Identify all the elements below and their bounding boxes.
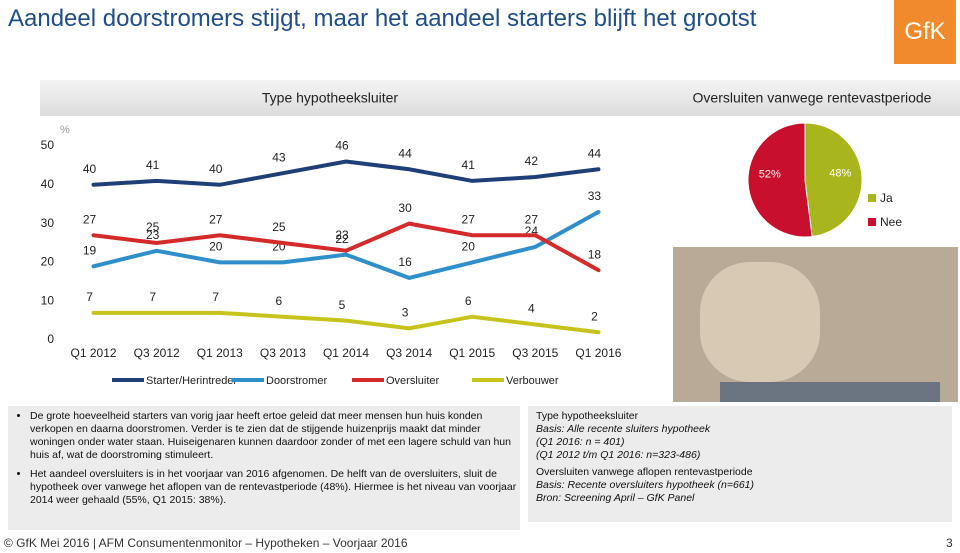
data-label: 4: [528, 302, 535, 316]
pie-slice: [747, 122, 813, 238]
y-tick-label: 20: [41, 255, 55, 269]
data-label: 48%: [829, 168, 851, 180]
bullet: De grote hoeveelheid starters van vorig …: [30, 410, 520, 462]
data-label: 30: [398, 201, 412, 215]
note: (Q1 2016: n = 401): [536, 436, 625, 448]
series-line: [91, 159, 601, 187]
data-label: 27: [462, 212, 476, 226]
data-label: 6: [276, 294, 283, 308]
data-label: 41: [146, 158, 160, 172]
y-tick-label: 10: [41, 293, 55, 307]
chart-title: Type hypotheeksluiter: [262, 90, 399, 106]
slide-title: Aandeel doorstromers stijgt, maar het aa…: [8, 5, 757, 32]
y-tick-label: 30: [41, 216, 55, 230]
note: Basis: Recente oversluiters hypotheek (n…: [536, 479, 754, 491]
x-tick-label: Q1 2012: [71, 346, 117, 360]
bullet: Het aandeel oversluiters is in het voorj…: [30, 468, 520, 507]
data-label: 23: [146, 228, 160, 242]
note: Type hypotheeksluiter: [536, 410, 639, 422]
data-label: 46: [335, 139, 349, 153]
legend-label: Nee: [880, 215, 902, 229]
x-tick-label: Q3 2012: [134, 346, 180, 360]
series-line: [91, 221, 601, 273]
data-label: 7: [149, 290, 156, 304]
legend-swatch: [868, 218, 876, 226]
x-tick-label: Q3 2015: [512, 346, 558, 360]
data-label: 52%: [759, 168, 781, 180]
data-label: 2: [591, 309, 598, 323]
data-label: 44: [588, 146, 602, 160]
x-tick-label: Q3 2013: [260, 346, 306, 360]
y-tick-label: 0: [47, 332, 54, 346]
x-tick-label: Q1 2014: [323, 346, 369, 360]
data-label: 20: [209, 240, 223, 254]
photo-detail: [720, 382, 940, 402]
data-label: 40: [209, 162, 223, 176]
note: Basis: Alle recente sluiters hypotheek: [536, 423, 711, 435]
legend-label: Doorstromer: [266, 375, 327, 387]
data-label: 25: [146, 220, 160, 234]
y-unit: %: [60, 124, 70, 136]
y-tick-label: 40: [41, 177, 55, 191]
data-label: 25: [272, 220, 286, 234]
data-label: 33: [588, 189, 602, 203]
note: Bron: Screening April – GfK Panel: [536, 492, 695, 504]
pie-slice: [804, 122, 863, 238]
chart-title: Oversluiten vanwege rentevastperiode: [693, 90, 932, 106]
data-label: 16: [398, 255, 412, 269]
data-label: 19: [83, 243, 97, 257]
data-label: 22: [335, 232, 349, 246]
notes-left: De grote hoeveelheid starters van vorig …: [8, 406, 520, 530]
data-label: 7: [212, 290, 219, 304]
note: (Q1 2012 t/m Q1 2016: n=323-486): [536, 449, 701, 461]
header-band: [40, 80, 960, 116]
photo-detail: [700, 262, 820, 382]
x-tick-label: Q1 2013: [197, 346, 243, 360]
data-label: 23: [335, 228, 349, 242]
charts: Type hypotheeksluiter Oversluiten vanweg…: [40, 80, 960, 402]
legend-label: Starter/Herintreder: [146, 375, 237, 387]
data-label: 27: [209, 212, 223, 226]
data-label: 44: [398, 146, 412, 160]
series-line: [91, 209, 601, 281]
note: Oversluiten vanwege aflopen rentevastper…: [536, 466, 753, 478]
data-label: 6: [465, 294, 472, 308]
data-label: 20: [462, 240, 476, 254]
legend-swatch: [868, 194, 876, 202]
legend-label: Ja: [880, 191, 893, 205]
x-tick-label: Q1 2016: [575, 346, 621, 360]
logo: GfK: [894, 0, 956, 64]
data-label: 5: [339, 298, 346, 312]
data-label: 41: [462, 158, 476, 172]
data-label: 7: [86, 290, 93, 304]
data-label: 42: [525, 154, 539, 168]
data-label: 40: [83, 162, 97, 176]
page-number: 3: [946, 536, 953, 550]
series-line: [91, 310, 601, 335]
legend-label: Oversluiter: [386, 375, 440, 387]
x-tick-label: Q3 2014: [386, 346, 432, 360]
footer: © GfK Mei 2016 | AFM Consumentenmonitor …: [4, 536, 408, 550]
notes-right: Type hypotheeksluiter Basis: Alle recent…: [528, 406, 952, 522]
data-label: 18: [588, 247, 602, 261]
data-label: 27: [83, 212, 97, 226]
legend-label: Verbouwer: [506, 375, 559, 387]
data-label: 27: [525, 212, 539, 226]
y-tick-label: 50: [41, 138, 55, 152]
data-label: 43: [272, 150, 286, 164]
data-label: 3: [402, 306, 409, 320]
x-tick-label: Q1 2015: [449, 346, 495, 360]
